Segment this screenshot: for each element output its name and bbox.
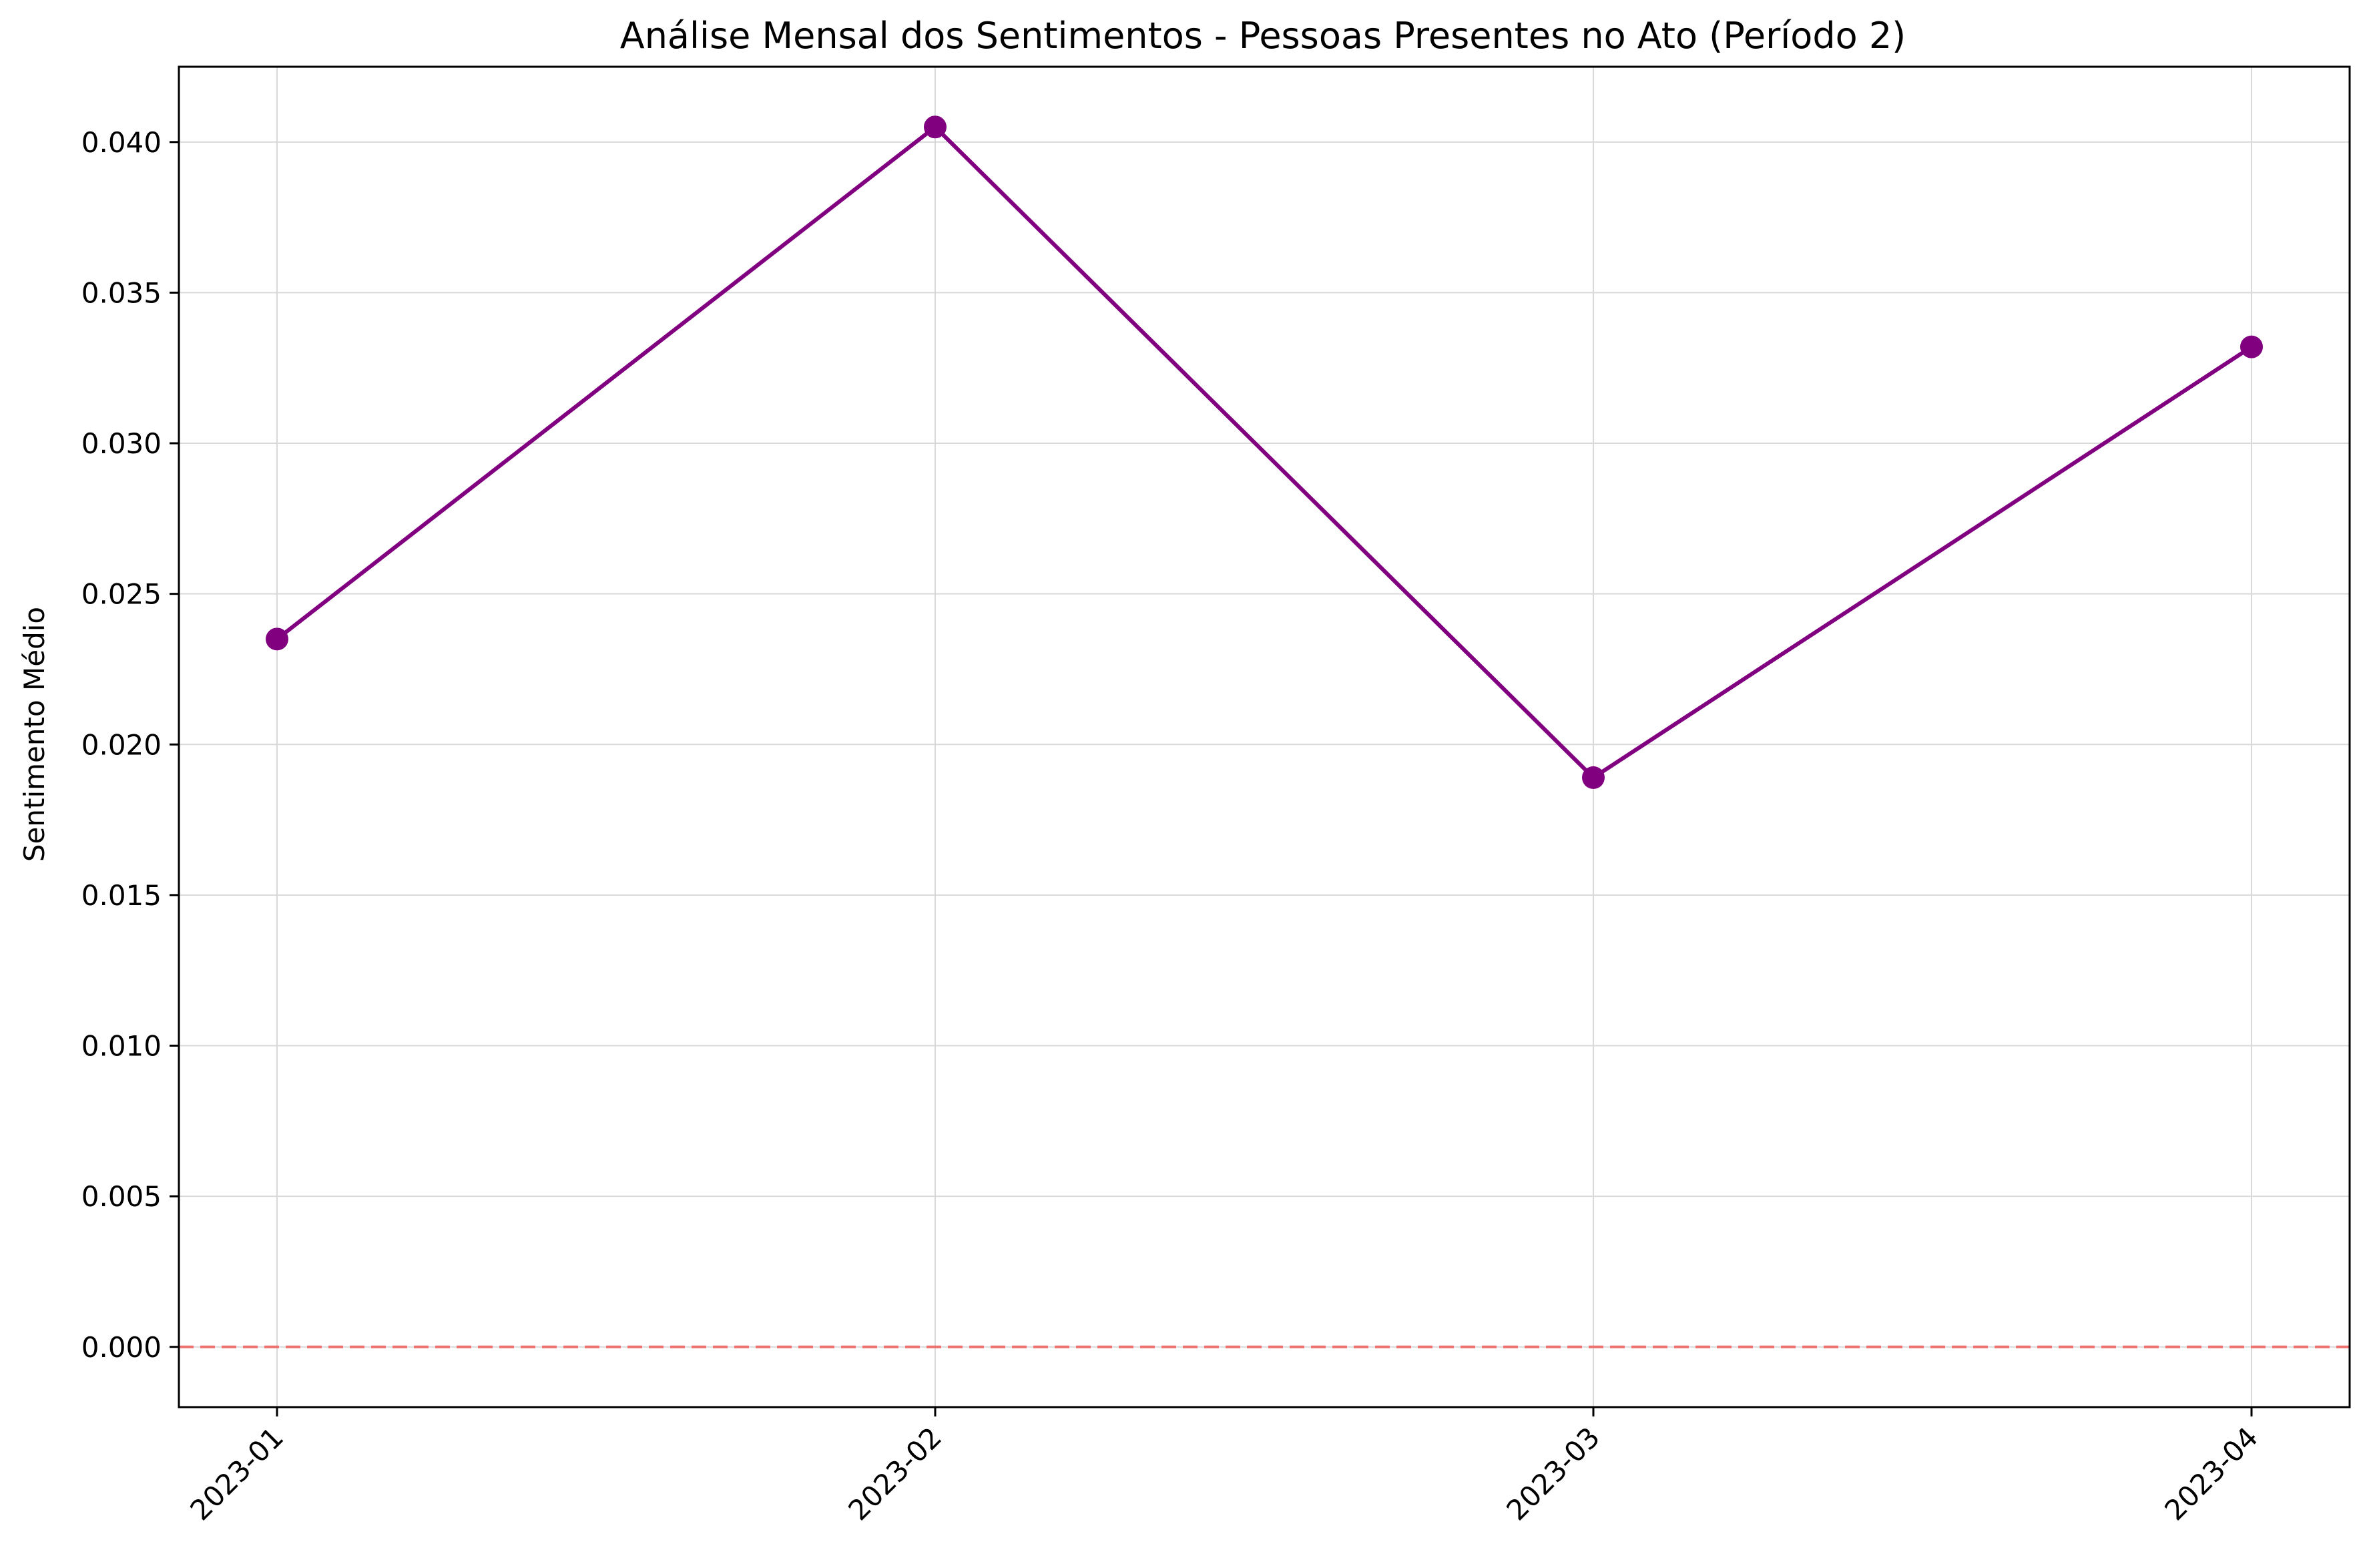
data-point (266, 627, 288, 651)
y-tick-label: 0.005 (81, 1180, 162, 1213)
y-tick-label: 0.015 (81, 879, 162, 912)
y-tick-label: 0.020 (81, 728, 162, 761)
data-point (924, 115, 947, 139)
data-point (2240, 335, 2263, 358)
plot-frame (178, 65, 2351, 1408)
y-tick-label: 0.010 (81, 1030, 162, 1063)
series-group (266, 115, 2263, 789)
y-axis-ticks: 0.000 0.005 0.010 0.015 0.020 0.025 0.030 0.035… (81, 126, 179, 1364)
y-tick-label: 0.030 (81, 427, 162, 460)
y-axis-label: Sentimento Médio (18, 607, 51, 862)
series-line (276, 125, 2253, 780)
data-point (1582, 766, 1605, 789)
y-tick-label: 0.025 (81, 578, 162, 611)
y-tick-label: 0.040 (81, 126, 162, 159)
grid (179, 67, 2350, 1407)
y-tick-label: 0.000 (81, 1331, 162, 1364)
y-tick-label: 0.035 (81, 276, 162, 309)
chart-title: Análise Mensal dos Sentimentos - Pessoas… (620, 15, 1906, 57)
